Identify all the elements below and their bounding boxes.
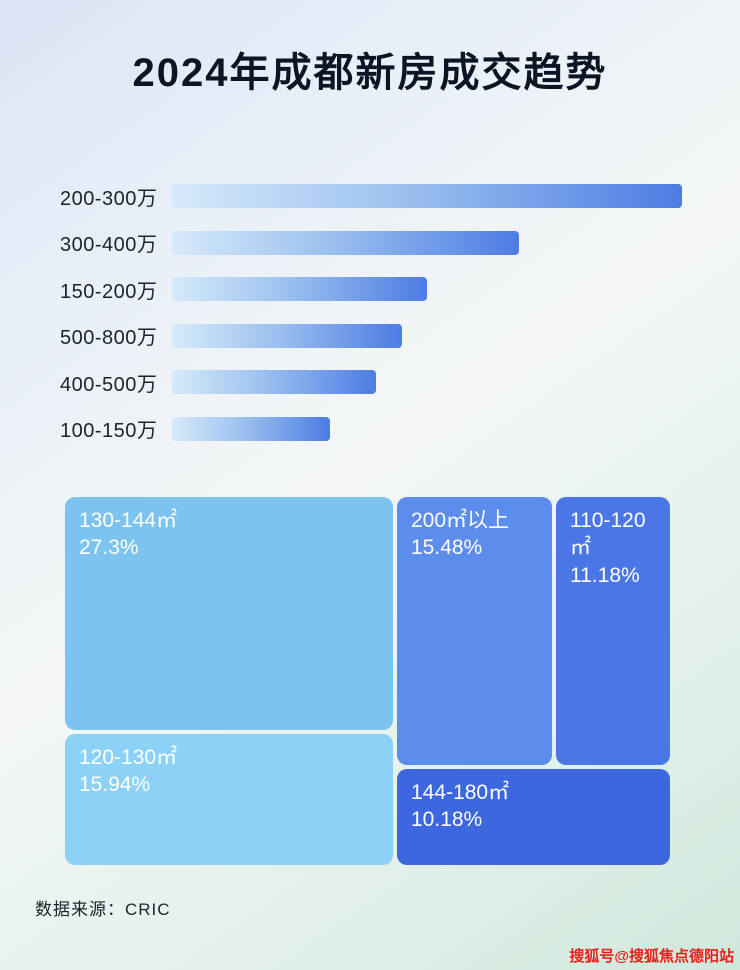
treemap-block: 130-144㎡ 27.3% bbox=[65, 497, 393, 730]
bar-row: 300-400万 bbox=[60, 230, 682, 256]
bar bbox=[172, 277, 427, 301]
bar-track bbox=[172, 184, 682, 208]
bar-row: 200-300万 bbox=[60, 184, 682, 210]
bar-category-label: 100-150万 bbox=[60, 420, 158, 442]
treemap-block: 144-180㎡ 10.18% bbox=[397, 769, 670, 865]
bar bbox=[172, 416, 331, 441]
bar-row: 400-500万 bbox=[60, 370, 682, 396]
treemap-block: 200㎡以上 15.48% bbox=[397, 497, 552, 765]
data-source-label: 数据来源：CRIC bbox=[35, 900, 171, 919]
bar-track bbox=[172, 230, 682, 255]
bar bbox=[172, 323, 402, 348]
bar-category-label: 400-500万 bbox=[60, 373, 158, 396]
bar bbox=[172, 230, 519, 255]
bar-category-label: 300-400万 bbox=[60, 234, 158, 256]
treemap-block-percent: 15.94% bbox=[79, 773, 151, 797]
treemap-block-label: 144-180㎡ bbox=[411, 781, 510, 804]
treemap-block-label: 130-144㎡ bbox=[79, 509, 178, 532]
bar-row: 100-150万 bbox=[60, 416, 682, 442]
bar bbox=[172, 184, 682, 208]
bar bbox=[172, 370, 376, 394]
treemap-block: 120-130㎡ 15.94% bbox=[65, 734, 393, 865]
bar-track bbox=[172, 277, 682, 301]
treemap-block-percent: 11.18% bbox=[570, 563, 640, 587]
watermark: 搜狐号@搜狐焦点德阳站 bbox=[569, 948, 734, 965]
treemap-block: 110-120㎡ 11.18% bbox=[556, 497, 670, 765]
treemap-block-label: 200㎡以上 bbox=[411, 509, 510, 532]
treemap-block-label: 110-120㎡ bbox=[570, 509, 646, 560]
bar-rows: 200-300万 300-400万 150-200万 500-800万 400-500万… bbox=[60, 184, 682, 442]
bar-category-label: 200-300万 bbox=[60, 187, 158, 210]
bar-track bbox=[172, 416, 682, 441]
treemap-block-percent: 15.48% bbox=[411, 536, 483, 560]
treemap-block-label: 120-130㎡ bbox=[79, 746, 178, 769]
page-title: 2024年成都新房成交趋势 bbox=[132, 51, 608, 95]
bar-category-label: 500-800万 bbox=[60, 327, 158, 349]
treemap-block-percent: 10.18% bbox=[411, 808, 483, 832]
treemap-block-percent: 27.3% bbox=[79, 536, 139, 560]
area-share-treemap: 130-144㎡ 27.3% 120-130㎡ 15.94% 200㎡以上 15.48% 1… bbox=[65, 497, 670, 865]
bar-track bbox=[172, 323, 682, 348]
bar-row: 150-200万 bbox=[60, 277, 682, 303]
bar-track bbox=[172, 370, 682, 394]
bar-category-label: 150-200万 bbox=[60, 280, 158, 303]
price-range-bar-chart: 200-300万 300-400万 150-200万 500-800万 400-500万… bbox=[60, 184, 682, 463]
bar-row: 500-800万 bbox=[60, 323, 682, 349]
